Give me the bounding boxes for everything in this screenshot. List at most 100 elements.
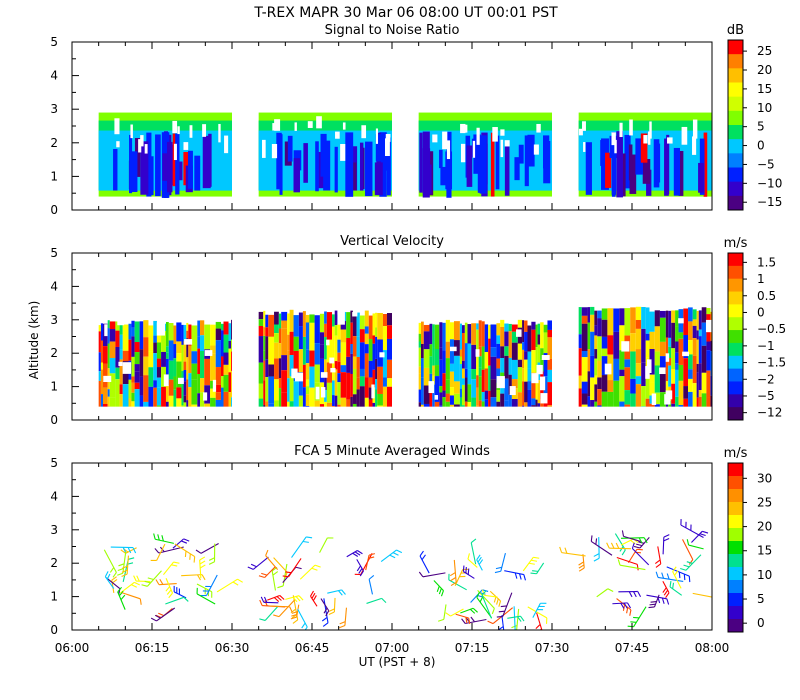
colorbar-label-winds: 15	[757, 544, 772, 558]
xtick-label-0800: 08:00	[695, 641, 730, 655]
colorbar-swatch-winds	[728, 502, 743, 516]
ytick-label-velocity-2: 2	[50, 346, 58, 360]
colorbar-label-snr: 10	[757, 101, 772, 115]
figure-title: T-REX MAPR 30 Mar 06 08:00 UT 00:01 PST	[253, 5, 558, 21]
colorbar-label-velocity: −5	[757, 389, 775, 403]
panel-title-velocity: Vertical Velocity	[340, 234, 444, 249]
field-velocity	[98, 306, 712, 407]
ytick-label-snr-3: 3	[50, 102, 58, 116]
xtick-label-0715: 07:15	[455, 641, 490, 655]
xtick-label-0645: 06:45	[295, 641, 330, 655]
colorbar-swatch-velocity	[728, 304, 743, 318]
panels-container: Signal to Noise Ratio012345dB2520151050−…	[50, 23, 786, 637]
colorbar-swatch-velocity	[728, 355, 743, 370]
colorbar-swatch-velocity	[728, 291, 743, 305]
colorbar-label-velocity: −2	[757, 372, 775, 386]
colorbar-label-snr: 20	[757, 63, 772, 77]
xtick-label-0615: 06:15	[135, 641, 170, 655]
colorbar-swatch-winds	[728, 489, 743, 503]
ytick-label-snr-1: 1	[50, 169, 58, 183]
ytick-label-winds-5: 5	[50, 456, 58, 470]
colorbar-label-winds: 0	[757, 616, 765, 630]
window-velocity-1	[98, 319, 232, 407]
colorbar-label-snr: 25	[757, 44, 772, 58]
field-snr	[98, 112, 712, 198]
window-snr-4	[578, 112, 712, 198]
colorbar-swatch-winds	[728, 554, 743, 568]
colorbar-swatch-winds	[728, 515, 743, 529]
colorbar-label-velocity: 1	[757, 272, 765, 286]
colorbar-swatch-snr	[728, 153, 743, 168]
colorbar-swatch-velocity	[728, 407, 743, 421]
ytick-label-velocity-0: 0	[50, 413, 58, 427]
colorbar-swatch-winds	[728, 567, 743, 581]
ytick-label-winds-3: 3	[50, 523, 58, 537]
colorbar-swatch-velocity	[728, 317, 743, 331]
window-winds-2	[247, 536, 403, 630]
window-snr-3	[418, 112, 552, 198]
colorbar-label-snr: −5	[757, 157, 775, 171]
colorbar-swatch-velocity	[728, 253, 743, 267]
x-axis-label: UT (PST + 8)	[359, 655, 436, 669]
colorbar-swatch-snr	[728, 96, 743, 112]
ytick-label-snr-0: 0	[50, 203, 58, 217]
colorbar-label-velocity: −1.5	[757, 356, 786, 370]
colorbar-swatch-velocity	[728, 330, 743, 344]
colorbar-swatch-snr	[728, 68, 743, 83]
xtick-label-0700: 07:00	[375, 641, 410, 655]
colorbar-swatch-snr	[728, 54, 743, 69]
xtick-label-0630: 06:30	[215, 641, 250, 655]
colorbar-label-winds: 20	[757, 520, 772, 534]
colorbar-swatch-winds	[728, 606, 743, 620]
colorbar-swatch-snr	[728, 125, 743, 140]
ytick-label-velocity-1: 1	[50, 380, 58, 394]
xtick-label-0600: 06:00	[55, 641, 90, 655]
colorbar-label-winds: 10	[757, 568, 772, 582]
field-winds	[103, 519, 712, 630]
panel-title-snr: Signal to Noise Ratio	[325, 23, 460, 38]
window-winds-4	[559, 519, 712, 628]
colorbar-swatch-snr	[728, 167, 743, 183]
colorbar-swatch-velocity	[728, 381, 743, 395]
colorbar-swatch-winds	[728, 541, 743, 555]
colorbar-swatch-winds	[728, 593, 743, 607]
xtick-label-0745: 07:45	[615, 641, 650, 655]
colorbar-snr: dB 25 20 15 10 5 0 −5 −10 −15	[727, 23, 782, 211]
colorbar-swatch-winds	[728, 528, 743, 542]
panel-snr: Signal to Noise Ratio 0 1 2 3 4 5 dB 25 20 15 10 5 0 −…	[50, 23, 782, 217]
colorbar-swatch-winds	[728, 476, 743, 490]
window-snr-2	[258, 112, 392, 197]
panel-velocity: Vertical Velocity 0 1 2 3 4 5 m/s 1.5 1 0.5 0 −0.5 −1…	[50, 234, 786, 427]
window-winds-3	[418, 538, 548, 630]
colorbar-label-winds: 25	[757, 495, 772, 509]
panel-frame-winds	[71, 462, 713, 631]
colorbar-swatch-snr	[728, 195, 743, 211]
colorbar-unit-snr: dB	[727, 23, 744, 38]
colorbar-label-velocity: 0	[757, 305, 765, 319]
colorbar-winds: m/s 30 25 20 15 10 5 0	[724, 446, 772, 633]
colorbar-unit-velocity: m/s	[724, 236, 748, 251]
colorbar-label-snr: 0	[757, 139, 765, 153]
x-axis: 06:00 06:15 06:30 06:45 07:00 07:15 07:30 07:45…	[55, 641, 730, 655]
ytick-label-snr-2: 2	[50, 136, 58, 150]
window-velocity-2	[258, 309, 392, 407]
colorbar-swatch-velocity	[728, 368, 743, 382]
panel-title-winds: FCA 5 Minute Averaged Winds	[294, 444, 490, 459]
colorbar-label-winds: 5	[757, 592, 765, 606]
colorbar-swatch-velocity	[728, 265, 743, 280]
ytick-label-winds-4: 4	[50, 489, 58, 503]
colorbar-label-winds: 30	[757, 471, 772, 485]
colorbar-swatch-snr	[728, 40, 743, 55]
ytick-label-velocity-3: 3	[50, 313, 58, 327]
colorbar-unit-winds: m/s	[724, 446, 748, 461]
ytick-label-snr-4: 4	[50, 69, 58, 83]
colorbar-label-velocity: −0.5	[757, 322, 786, 336]
window-snr-1	[98, 112, 233, 198]
colorbar-swatch-velocity	[728, 342, 743, 357]
colorbar-swatch-velocity	[728, 278, 743, 293]
colorbar-swatch-winds	[728, 580, 743, 594]
xtick-label-0730: 07:30	[535, 641, 570, 655]
colorbar-swatch-velocity	[728, 394, 743, 408]
colorbar-swatch-winds	[728, 619, 743, 633]
